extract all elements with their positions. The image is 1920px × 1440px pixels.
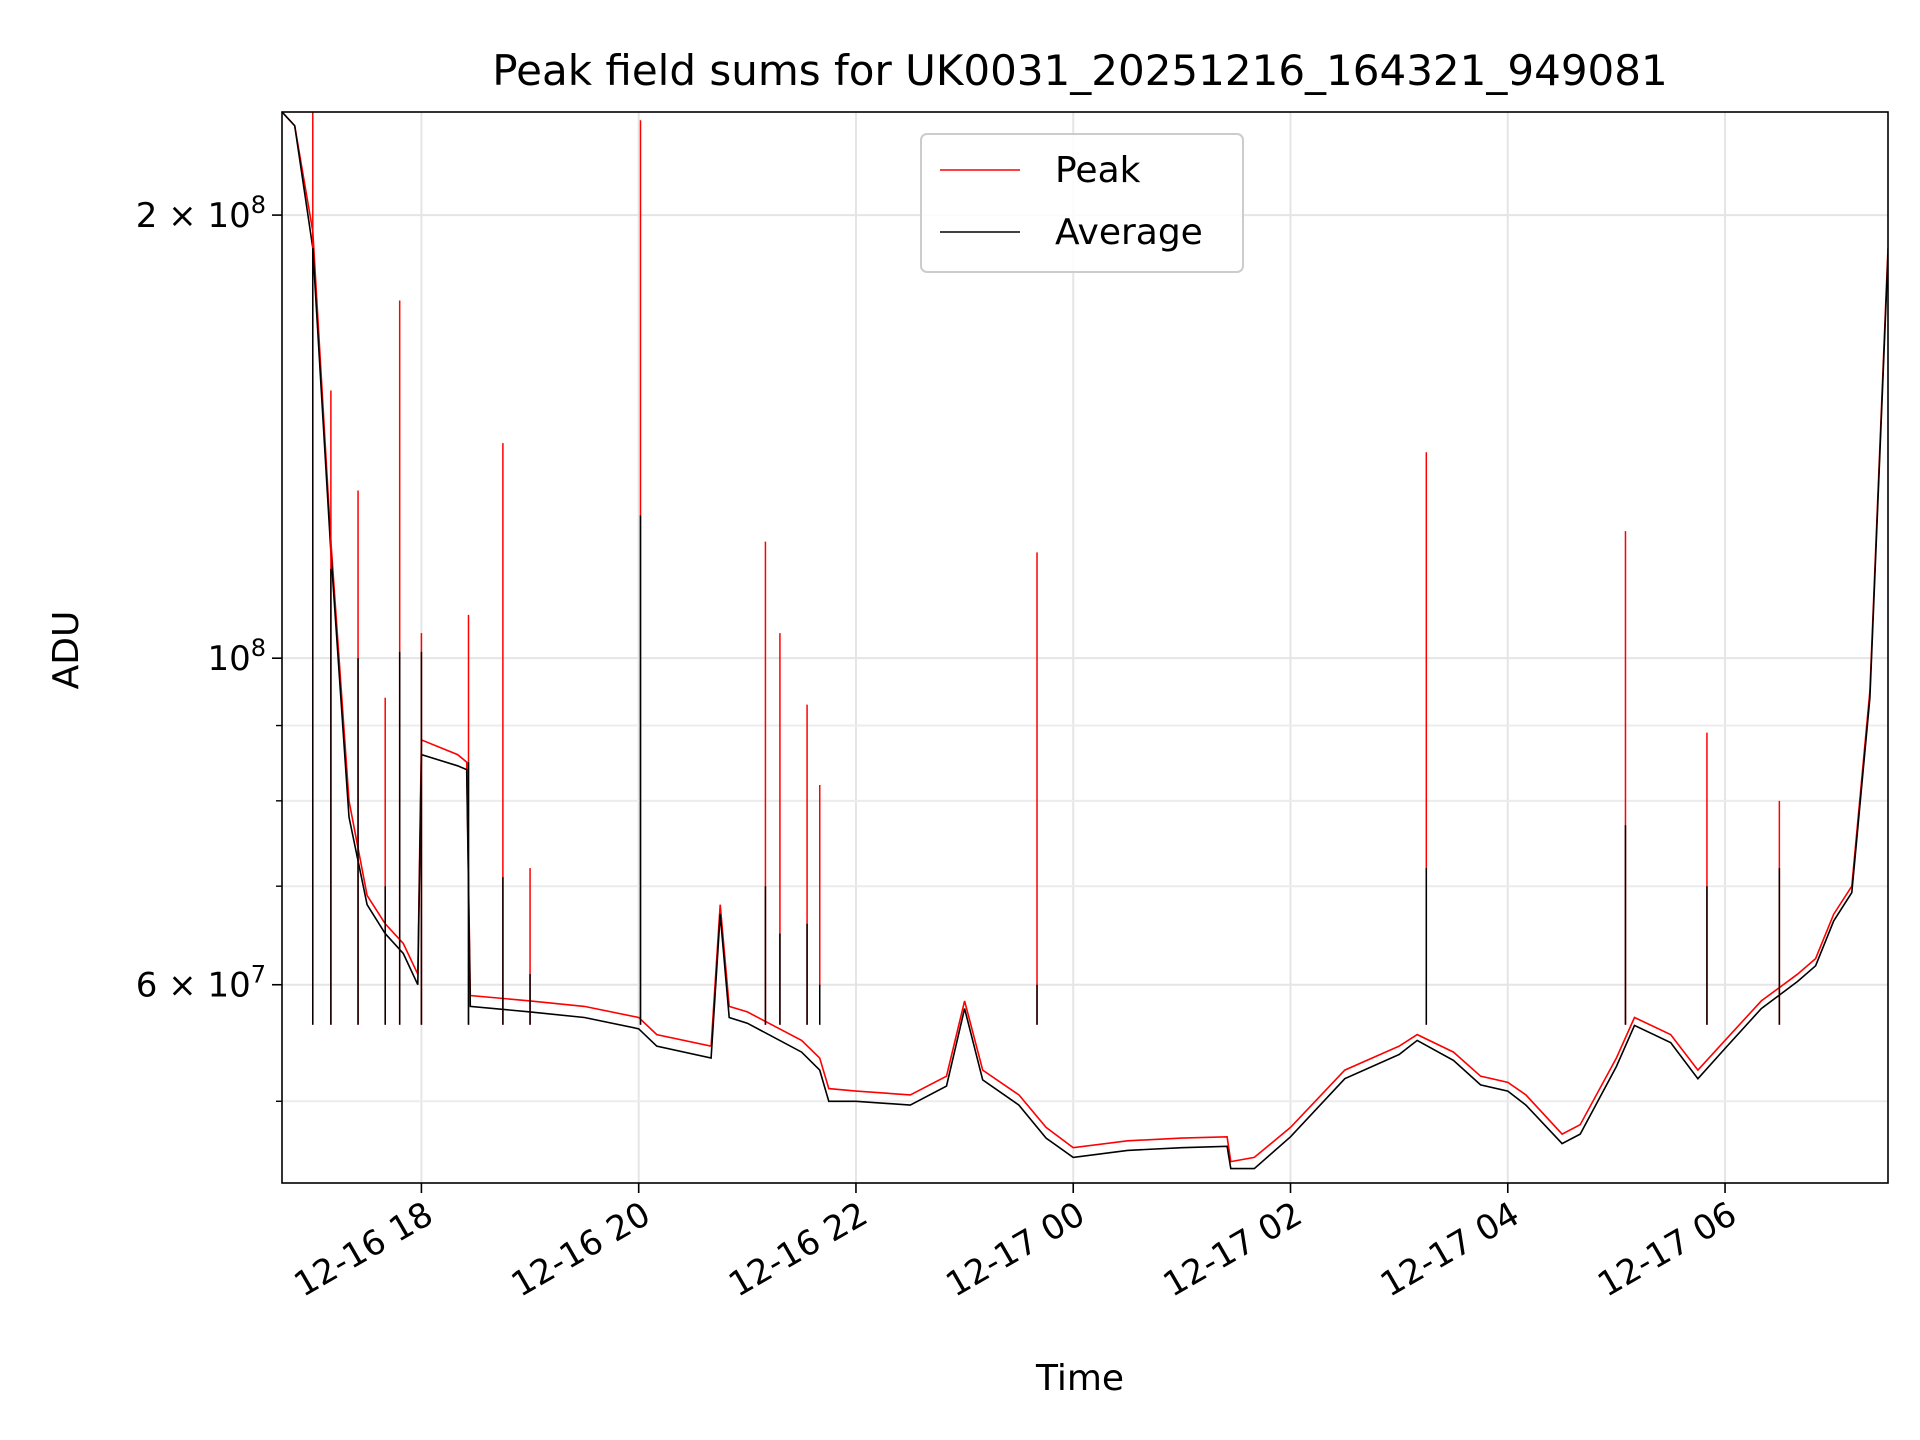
y-tick-label: 2 × 108 [136, 191, 266, 236]
x-tick-label: 12-16 18 [288, 1194, 440, 1305]
x-axis-label: Time [1035, 1358, 1124, 1399]
legend-label-average: Average [1055, 212, 1203, 253]
axis-ticks: 12-16 18 12-16 20 12-16 22 12-17 00 12-17 02… [136, 191, 1744, 1305]
y-axis-label: ADU [46, 611, 87, 690]
x-tick-label: 12-16 20 [505, 1194, 657, 1305]
legend-box [920, 133, 1244, 273]
plot-frame [281, 111, 1889, 1184]
legend: Peak Average [920, 133, 1244, 273]
x-tick-label: 12-16 22 [722, 1194, 874, 1305]
series-line-peak [282, 112, 1888, 1163]
y-tick-label: 108 [207, 634, 266, 679]
series-line-average [282, 112, 1888, 1170]
legend-label-peak: Peak [1055, 150, 1141, 191]
x-tick-label: 12-17 00 [939, 1194, 1091, 1305]
grid [282, 112, 1888, 1183]
x-tick-label: 12-17 06 [1591, 1194, 1743, 1305]
y-tick-label: 6 × 107 [136, 961, 266, 1006]
x-tick-label: 12-17 04 [1374, 1194, 1526, 1305]
x-tick-label: 12-17 02 [1157, 1194, 1309, 1305]
series-layer [282, 112, 1888, 1170]
chart-title: Peak field sums for UK0031_20251216_1643… [492, 46, 1667, 95]
